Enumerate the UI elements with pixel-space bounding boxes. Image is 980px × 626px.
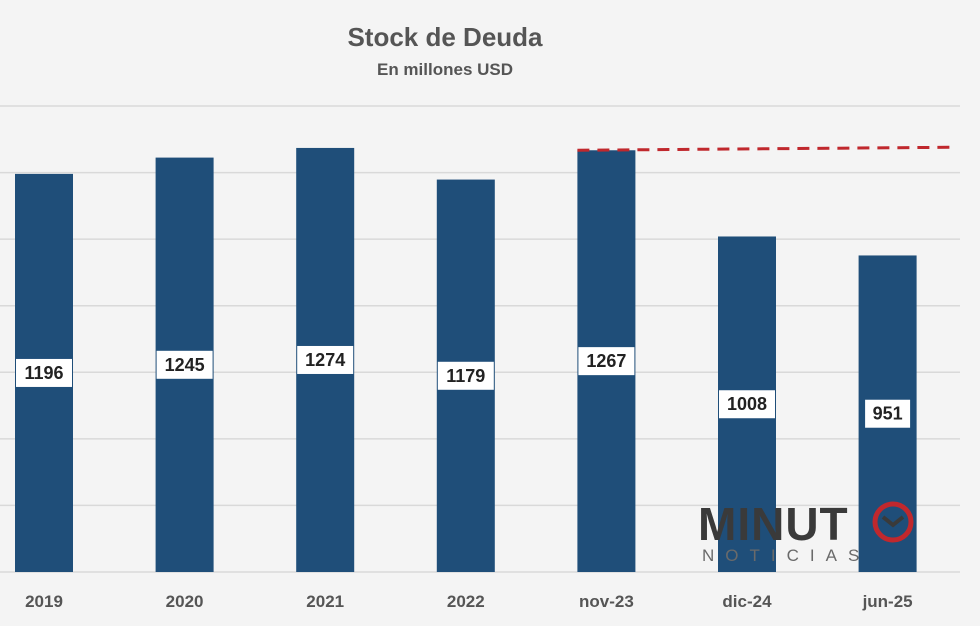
data-label: 1179 bbox=[446, 366, 485, 386]
x-tick-labels: 2019 2020 2021 2022 nov-23 dic-24 jun-25 bbox=[25, 592, 913, 611]
chart-subtitle: En millones USD bbox=[377, 60, 513, 79]
data-label-box bbox=[719, 390, 775, 419]
data-label-box bbox=[578, 347, 635, 376]
x-tick-label: 2021 bbox=[306, 592, 344, 611]
watermark-main-text: MINUT bbox=[698, 498, 849, 550]
x-tick-label: jun-25 bbox=[862, 592, 913, 611]
data-label: 1245 bbox=[165, 355, 205, 375]
watermark-logo: MINUT NOTICIAS bbox=[698, 498, 914, 565]
x-tick-label: nov-23 bbox=[579, 592, 634, 611]
reference-line bbox=[577, 145, 953, 152]
x-tick-label: dic-24 bbox=[722, 592, 772, 611]
x-tick-label: 2020 bbox=[166, 592, 204, 611]
data-label-box bbox=[297, 345, 354, 374]
data-label-box bbox=[865, 399, 911, 428]
data-label: 1274 bbox=[305, 350, 345, 370]
data-label-box bbox=[16, 358, 72, 387]
data-label: 1196 bbox=[24, 363, 63, 383]
data-label-box bbox=[156, 350, 213, 379]
data-label: 1267 bbox=[586, 351, 626, 371]
clock-icon bbox=[872, 501, 914, 543]
data-labels: 1196 1245 1274 1179 1267 1008 951 bbox=[16, 345, 911, 428]
data-label: 951 bbox=[873, 404, 903, 424]
x-tick-label: 2019 bbox=[25, 592, 63, 611]
data-label: 1008 bbox=[727, 394, 767, 414]
x-tick-label: 2022 bbox=[447, 592, 485, 611]
watermark-sub-text: NOTICIAS bbox=[702, 546, 870, 565]
chart-title: Stock de Deuda bbox=[347, 22, 543, 52]
data-label-box bbox=[437, 361, 494, 390]
